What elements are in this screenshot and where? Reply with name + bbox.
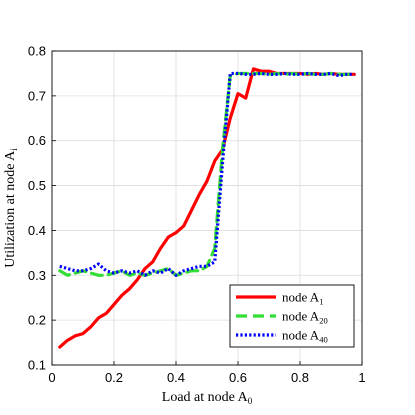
x-tick-label: 0.4 [167, 370, 185, 385]
x-tick-label: 1 [358, 370, 365, 385]
x-axis-label: Load at node A0 [162, 390, 253, 406]
legend: node A1 node A20 node A40 [229, 284, 355, 348]
series-line-2 [58, 71, 356, 277]
plot-series [58, 67, 356, 349]
y-tick-label: 0.3 [28, 268, 46, 283]
legend-label-2: node A20 [282, 309, 328, 326]
x-tick-label: 0.6 [229, 370, 247, 385]
y-tick-label: 0.5 [28, 178, 46, 193]
x-tick-label: 0.2 [105, 370, 123, 385]
x-tick-label: 0.8 [291, 370, 309, 385]
y-tick-label: 0.6 [28, 133, 46, 148]
y-tick-label: 0.7 [28, 88, 46, 103]
legend-label-3: node A40 [282, 328, 328, 345]
y-axis-label: Utilization at node Ai [3, 148, 19, 268]
plot-frame [51, 50, 363, 366]
legend-label-1: node A1 [282, 290, 323, 307]
y-tick-label: 0.4 [28, 223, 46, 238]
y-tick-label: 0.8 [28, 44, 46, 59]
y-tick-label: 0.2 [28, 313, 46, 328]
x-tick-label: 0 [48, 370, 55, 385]
tick-labels: 0 0.2 0.4 0.6 0.8 1 0.1 0.2 0.3 0.4 0.5 0.6 0.7 0.8 [28, 44, 366, 386]
legend-box [229, 284, 355, 348]
y-tick-label: 0.1 [28, 358, 46, 373]
series-line-3 [59, 71, 355, 277]
